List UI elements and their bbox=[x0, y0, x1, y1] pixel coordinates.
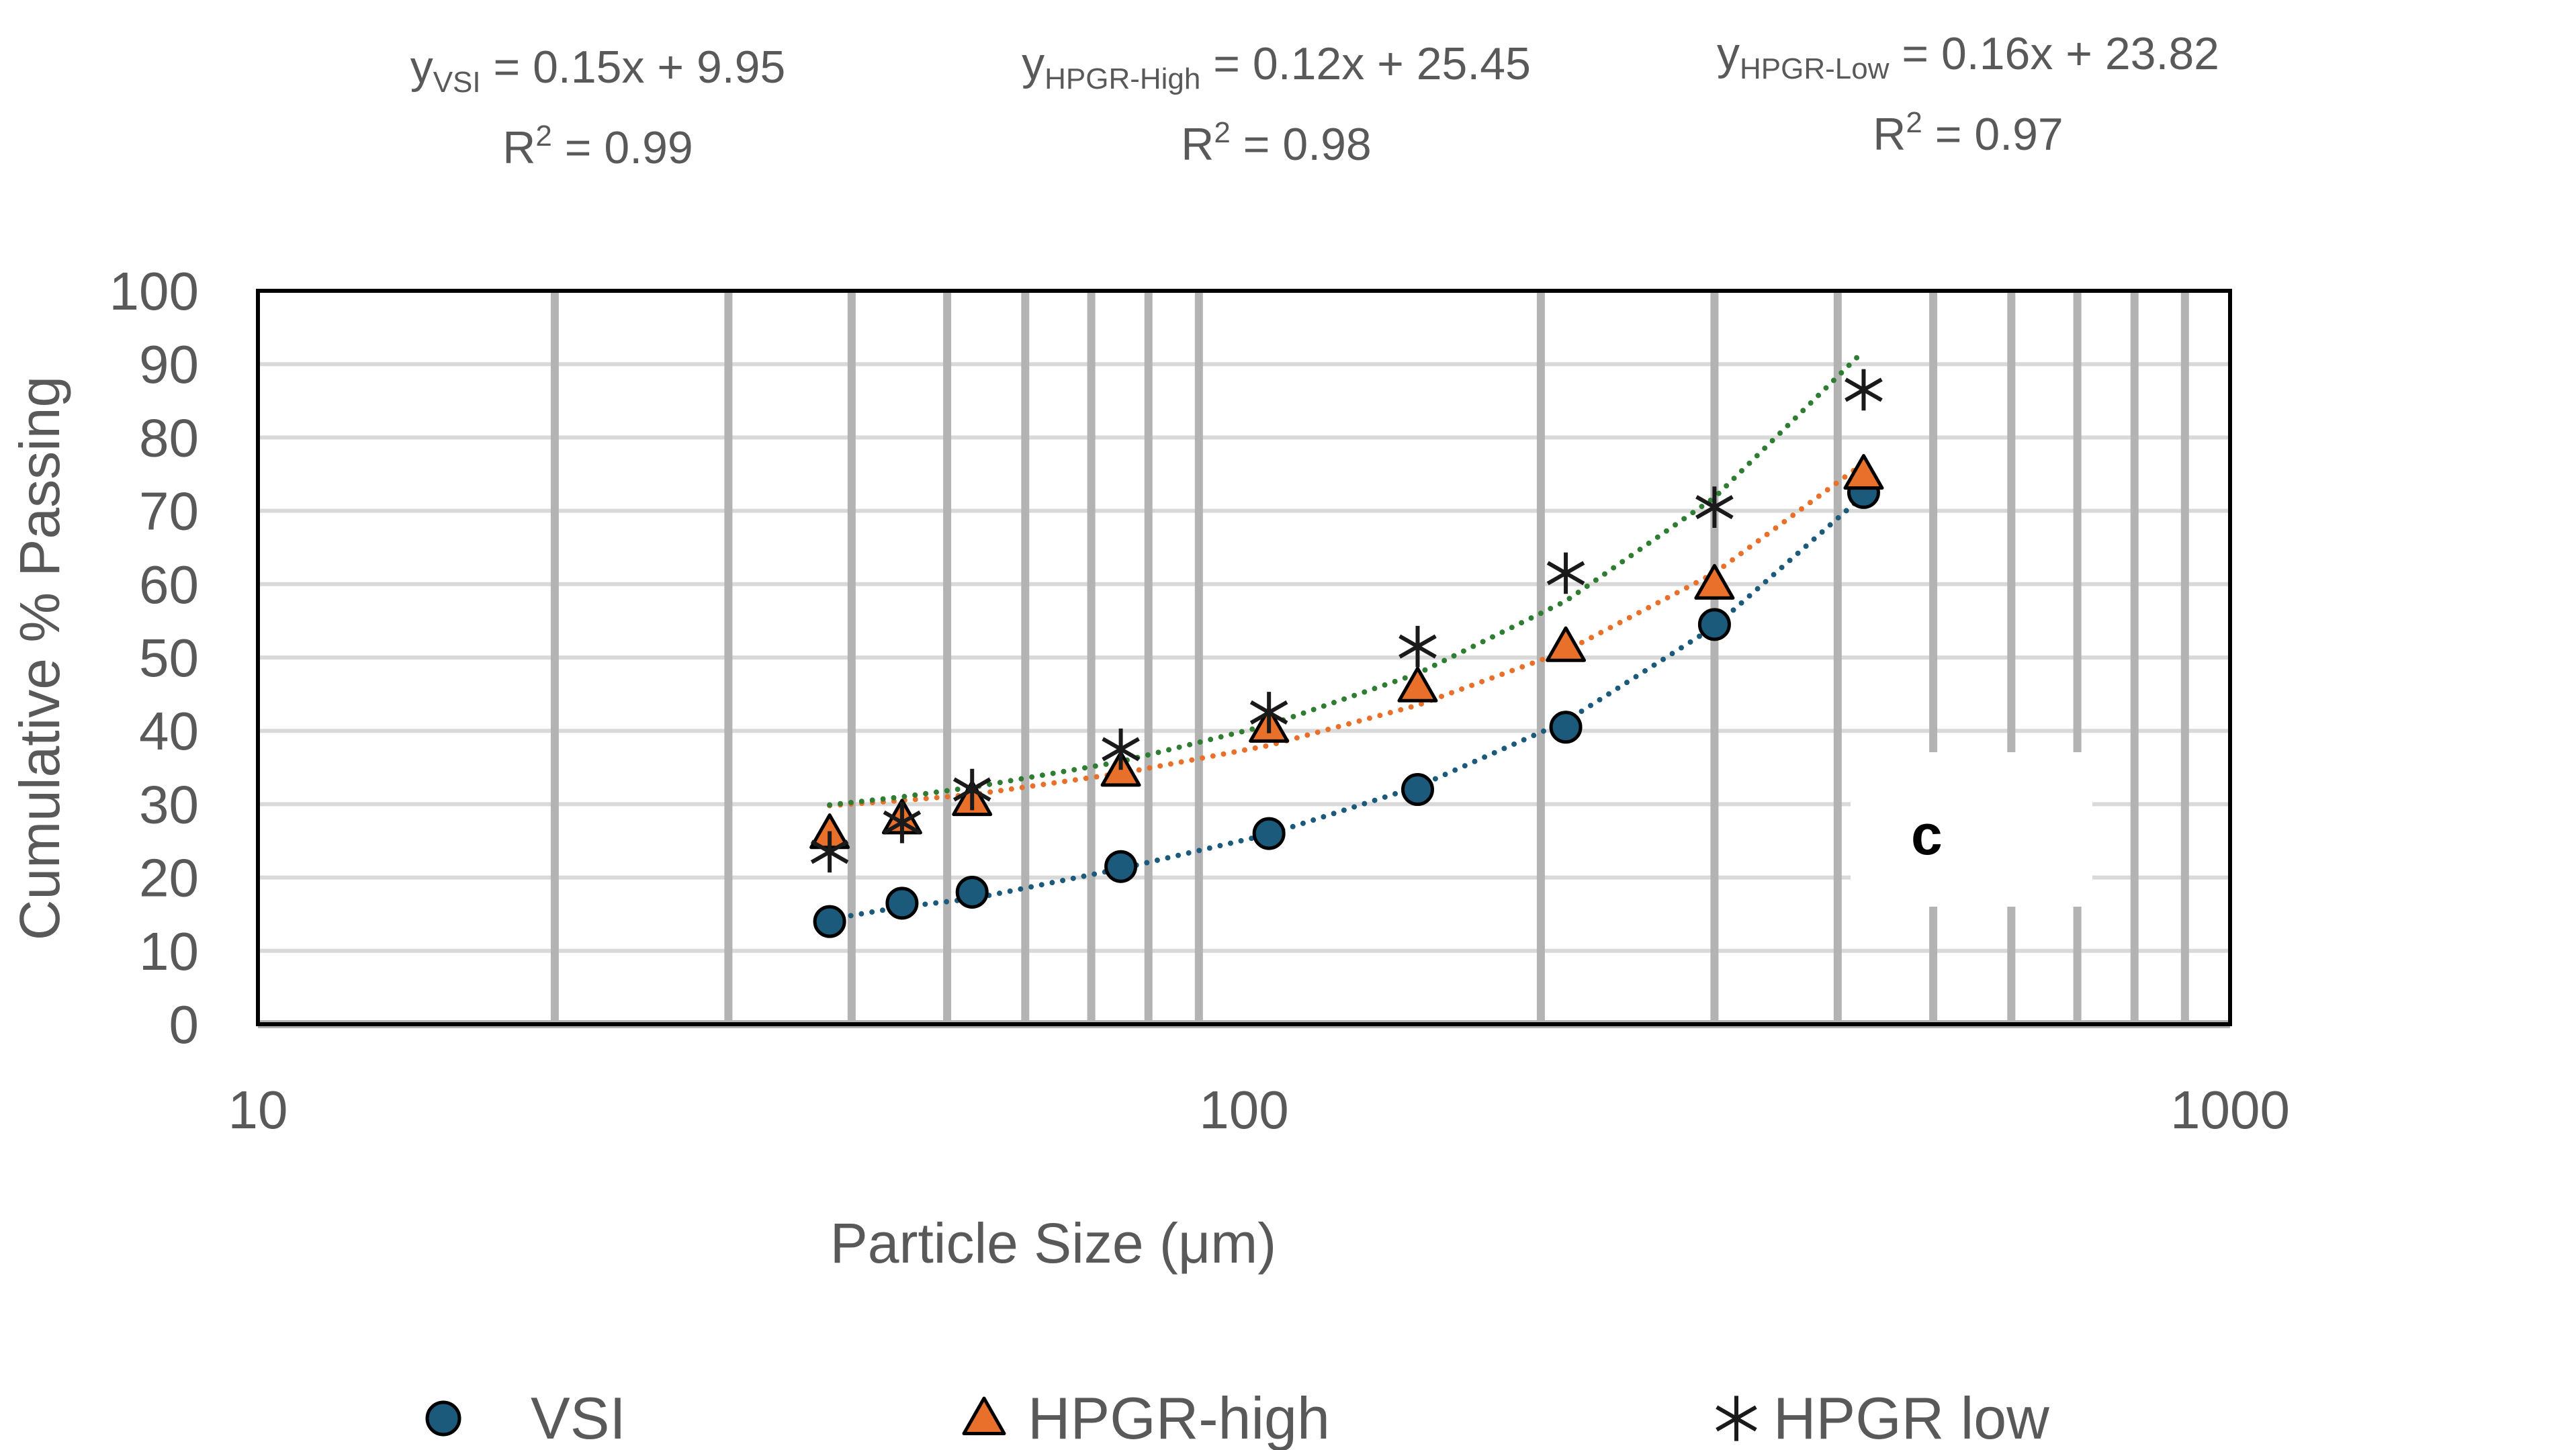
point-vsi bbox=[955, 875, 989, 909]
x-tick-label: 100 bbox=[1199, 1080, 1288, 1140]
trendline-1 bbox=[827, 492, 1867, 922]
x-tick-labels: 10 100 1000 bbox=[228, 1080, 2290, 1140]
equation-vsi-line: yVSI = 0.15x + 9.95 bbox=[410, 42, 786, 99]
panel-label-box bbox=[1851, 752, 2092, 907]
legend-marker-1 bbox=[425, 1400, 461, 1437]
point-vsi bbox=[1401, 773, 1435, 807]
trendlines bbox=[827, 348, 1867, 922]
r2-vsi: R2 = 0.99 bbox=[502, 120, 693, 173]
trendline-3 bbox=[827, 348, 1867, 808]
plot-area-border bbox=[256, 289, 2232, 1026]
y-tick-label: 60 bbox=[139, 555, 199, 615]
equation-hpgr-high: yHPGR-High = 0.12x + 25.45 R2 = 0.98 bbox=[987, 37, 1565, 171]
point-vsi bbox=[1252, 817, 1286, 850]
y-axis-title: Cumulative % Passing bbox=[8, 376, 71, 940]
grid bbox=[258, 291, 2230, 1028]
point-hpgr-low bbox=[1398, 625, 1437, 668]
y-tick-label: 30 bbox=[139, 774, 199, 834]
point-hpgr-low bbox=[952, 768, 991, 811]
y-tick-label: 90 bbox=[139, 334, 199, 394]
y-tick-label: 100 bbox=[109, 261, 199, 321]
point-hpgr-high bbox=[1397, 666, 1438, 703]
point-hpgr-low bbox=[1546, 552, 1585, 594]
point-hpgr-low bbox=[1249, 692, 1288, 733]
point-hpgr-low bbox=[883, 801, 922, 844]
y-tick-label: 40 bbox=[139, 701, 199, 761]
point-vsi bbox=[1697, 608, 1731, 641]
legend-label-3: HPGR low bbox=[1773, 1385, 2049, 1450]
legend-label-1: VSI bbox=[531, 1385, 626, 1450]
legend: VSI HPGR-high HPGR low bbox=[425, 1385, 2049, 1450]
x-tick-label: 1000 bbox=[2170, 1080, 2290, 1140]
y-tick-label: 70 bbox=[139, 482, 199, 541]
y-tick-label: 10 bbox=[139, 921, 199, 981]
y-tick-label: 0 bbox=[169, 995, 199, 1054]
markers bbox=[809, 369, 1884, 938]
x-axis-title: Particle Size (μm) bbox=[830, 1212, 1277, 1275]
equation-vsi: yVSI = 0.15x + 9.95 R2 = 0.99 bbox=[322, 40, 873, 175]
point-hpgr-low bbox=[1845, 369, 1883, 411]
y-tick-label: 20 bbox=[139, 848, 199, 908]
point-hpgr-low bbox=[1695, 486, 1734, 528]
trendline-2 bbox=[827, 460, 1867, 809]
y-tick-label: 80 bbox=[139, 408, 199, 467]
point-vsi bbox=[1549, 711, 1583, 744]
equation-hpgr-low: yHPGR-Low = 0.16x + 23.82 R2 = 0.97 bbox=[1679, 27, 2257, 161]
point-hpgr-high bbox=[1694, 563, 1735, 600]
point-hpgr-low bbox=[810, 831, 849, 873]
x-tick-label: 10 bbox=[228, 1080, 288, 1140]
r2-hpgr-low: R2 = 0.97 bbox=[1873, 106, 2063, 160]
r2-hpgr-high: R2 = 0.98 bbox=[1181, 116, 1372, 170]
legend-marker-3 bbox=[1716, 1396, 1757, 1441]
equation-hpgr-high-line: yHPGR-High = 0.12x + 25.45 bbox=[1022, 38, 1531, 95]
point-hpgr-high bbox=[1546, 626, 1587, 662]
point-vsi bbox=[813, 905, 846, 938]
equation-hpgr-low-line: yHPGR-Low = 0.16x + 23.82 bbox=[1716, 28, 2219, 85]
legend-marker-2 bbox=[962, 1396, 1006, 1435]
y-tick-label: 50 bbox=[139, 628, 199, 688]
point-vsi bbox=[885, 887, 919, 920]
panel-label: c bbox=[1911, 803, 1943, 866]
point-hpgr-low bbox=[1102, 728, 1140, 770]
legend-label-2: HPGR-high bbox=[1028, 1385, 1330, 1450]
y-tick-labels: 0 10 20 30 40 50 60 70 80 90 100 bbox=[109, 261, 199, 1054]
point-vsi bbox=[1104, 850, 1138, 883]
point-hpgr-high bbox=[1843, 454, 1884, 490]
